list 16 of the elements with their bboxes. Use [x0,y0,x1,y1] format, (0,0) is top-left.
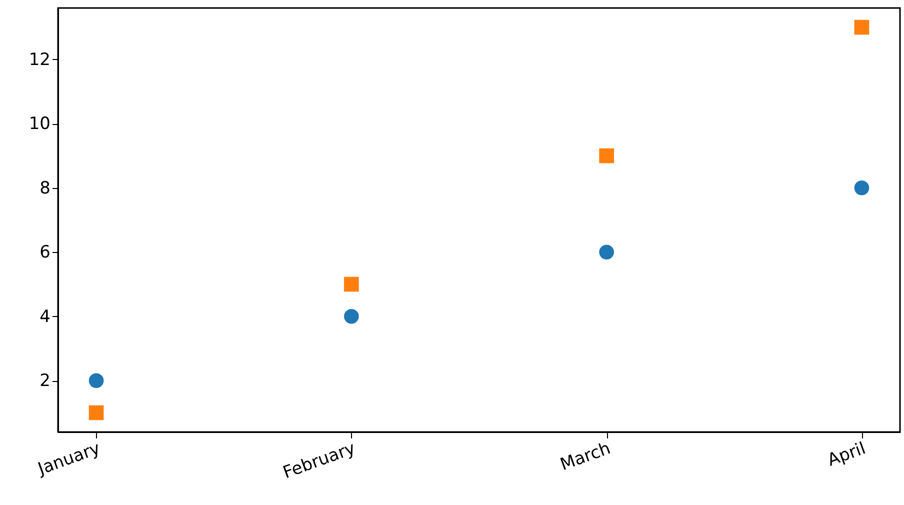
point [344,276,359,292]
y-tick-label: 6 [40,242,50,263]
y-tick-label: 4 [40,306,50,327]
y-tick-label: 2 [40,371,50,392]
x-tick-label: April [825,438,868,471]
point [854,180,870,196]
point [88,405,104,420]
y-tick-label: 12 [28,50,50,70]
point [599,244,614,260]
point [88,373,104,388]
point [854,20,870,35]
y-tick-label: 10 [28,114,50,134]
x-tick-label: March [558,438,614,476]
point [344,308,359,324]
point [599,148,614,164]
y-tick-label: 8 [40,178,50,198]
